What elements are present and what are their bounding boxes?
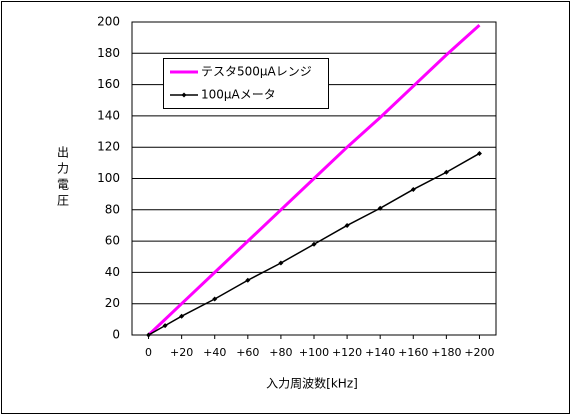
- x-tick-label: +140: [365, 346, 395, 359]
- x-tick-label: +100: [299, 346, 329, 359]
- data-point: [410, 186, 416, 192]
- y-tick-label: 120: [97, 140, 120, 154]
- y-tick-label: 80: [105, 202, 120, 216]
- y-axis-label: 出力電圧: [56, 146, 70, 210]
- y-tick-label: 140: [97, 108, 120, 122]
- data-point: [377, 205, 383, 211]
- y-tick-label: 180: [97, 46, 120, 60]
- x-tick-label: +20: [170, 346, 193, 359]
- x-tick-label: +60: [236, 346, 259, 359]
- data-point: [146, 332, 152, 338]
- x-tick-label: +200: [464, 346, 494, 359]
- y-tick-label: 20: [105, 296, 120, 310]
- x-tick-label: +180: [431, 346, 461, 359]
- series-line: [148, 152, 480, 336]
- data-point: [179, 313, 185, 319]
- data-point: [344, 222, 350, 228]
- x-axis-label: 入力周波数[kHz]: [266, 376, 358, 391]
- legend-box: [163, 58, 329, 109]
- data-point: [311, 241, 317, 247]
- data-point: [245, 277, 251, 283]
- x-tick-label: 0: [145, 346, 152, 359]
- data-point: [443, 169, 449, 175]
- y-tick-label: 0: [112, 328, 120, 342]
- legend-marker: [181, 92, 187, 98]
- y-tick-label: 40: [105, 265, 120, 279]
- data-point: [278, 260, 284, 266]
- x-tick-label: +40: [203, 346, 226, 359]
- legend-label: テスタ500μAレンジ: [201, 65, 312, 79]
- series-line: [147, 24, 481, 337]
- x-tick-label: +120: [332, 346, 362, 359]
- y-tick-label: 200: [97, 15, 120, 29]
- y-tick-label: 100: [97, 171, 120, 185]
- data-point: [212, 296, 218, 302]
- legend-label: 100μAメータ: [201, 88, 276, 102]
- data-point: [476, 150, 482, 156]
- x-tick-label: +160: [398, 346, 428, 359]
- y-tick-label: 160: [97, 77, 120, 91]
- x-tick-label: +80: [269, 346, 292, 359]
- data-point: [162, 323, 168, 329]
- y-tick-label: 60: [105, 234, 120, 248]
